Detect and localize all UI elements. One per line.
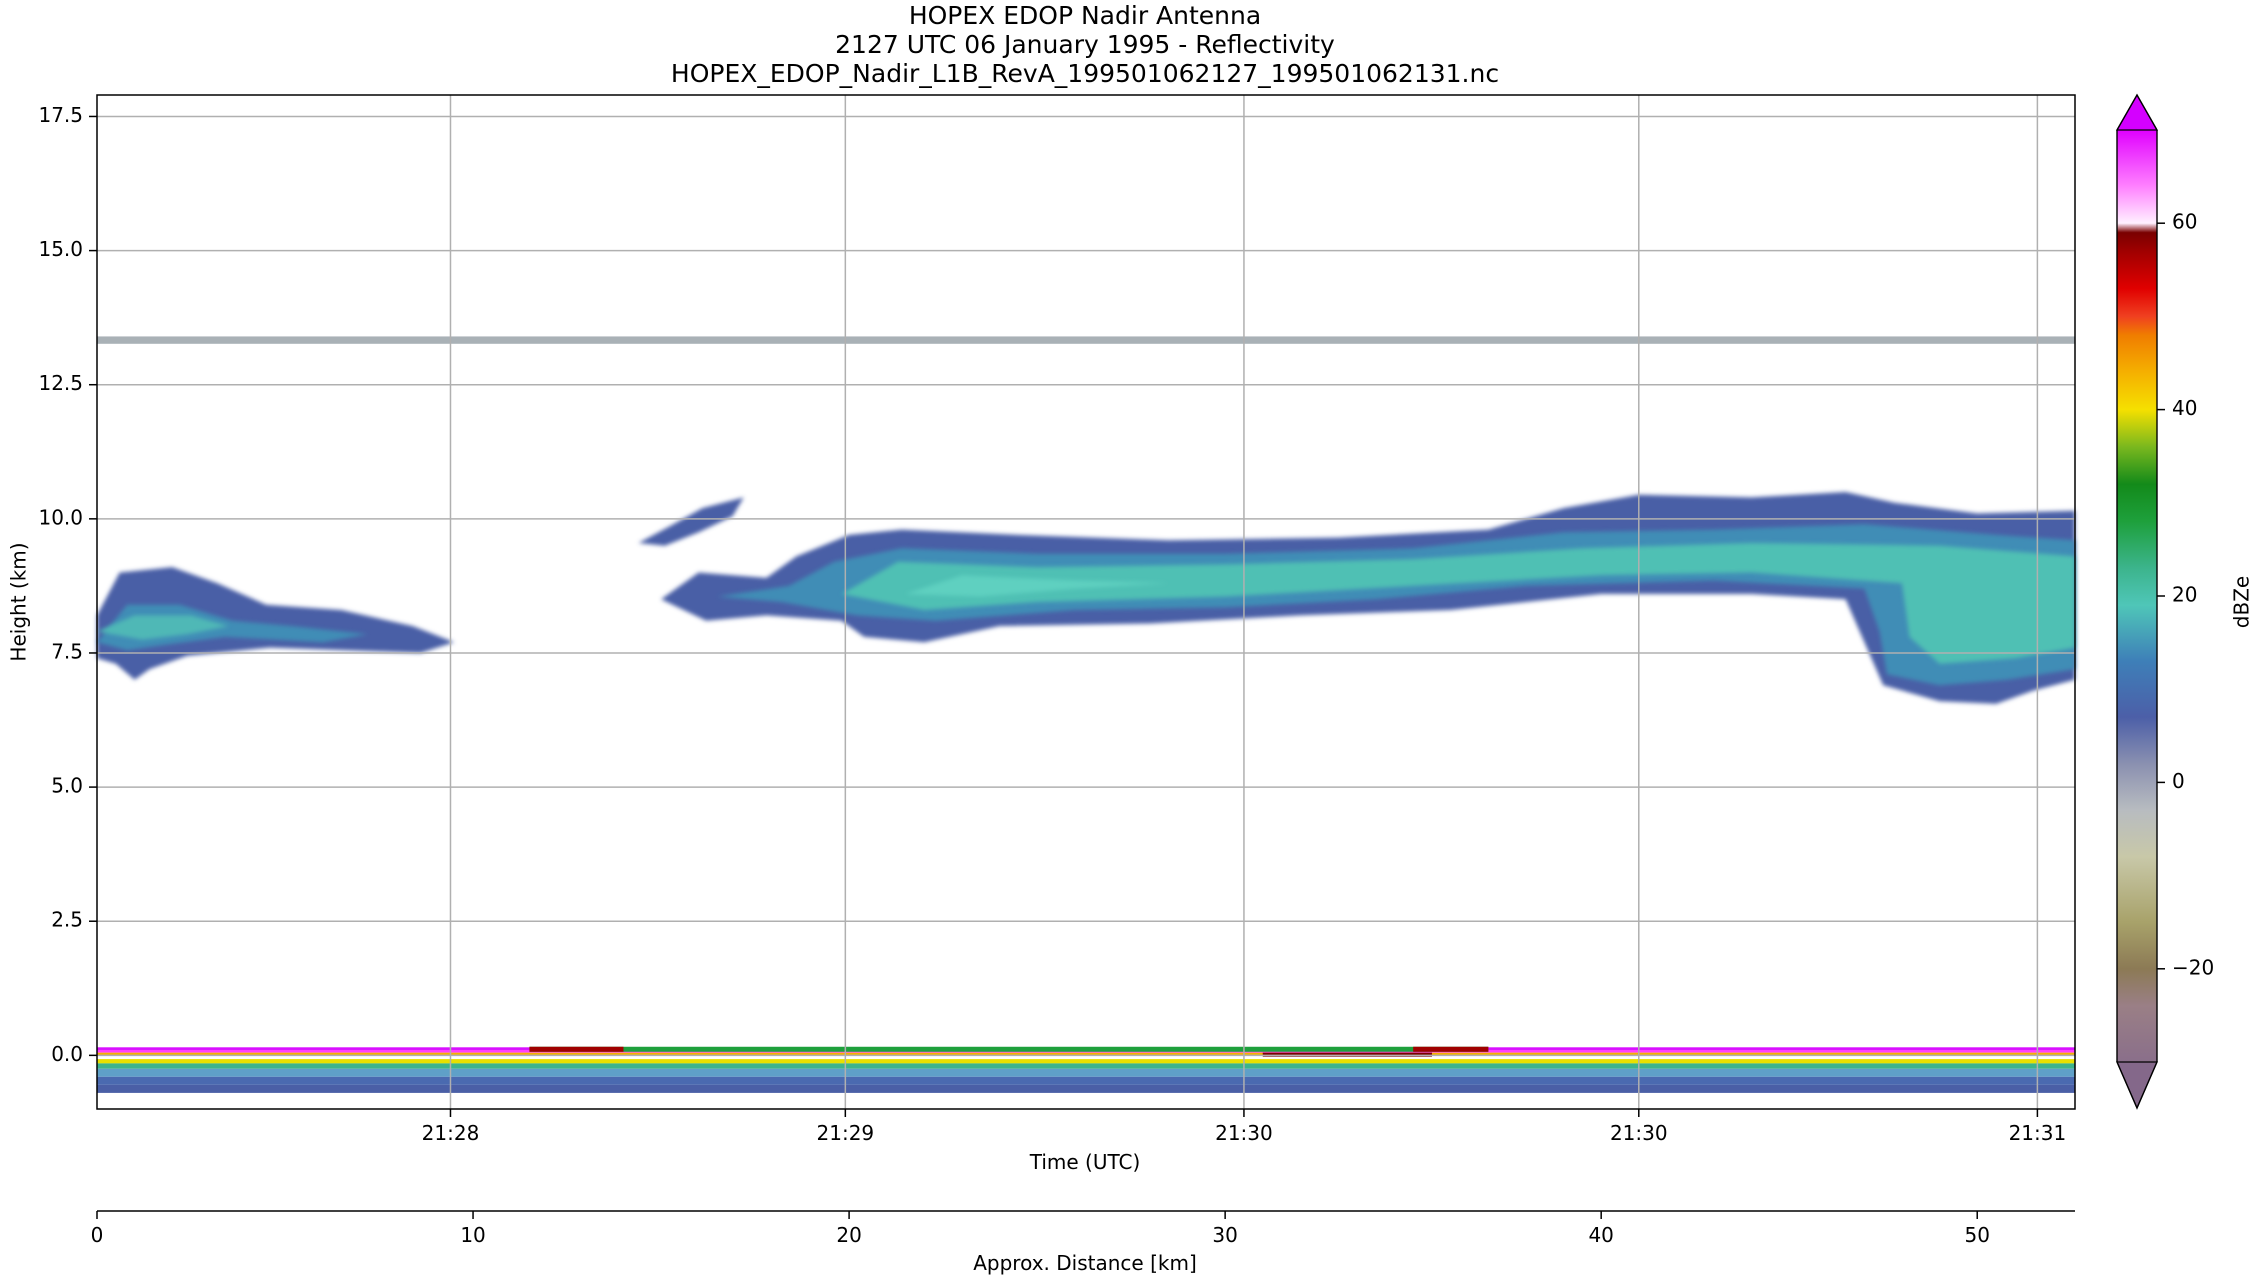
- cloud-main-peak: [905, 575, 1169, 597]
- distance-tick-label: 10: [460, 1223, 485, 1247]
- surface-echo-band-7: [97, 1076, 2075, 1085]
- y-tick-label: 2.5: [51, 908, 83, 932]
- echo-line-13km: [97, 336, 2075, 344]
- y-tick-label: 10.0: [38, 505, 83, 529]
- distance-axis-label: Approx. Distance [km]: [973, 1251, 1197, 1275]
- colorbar-min-extend: [2116, 1061, 2158, 1110]
- surface-echo-band-5: [97, 1063, 2075, 1069]
- y-axis: 0.0 2.5 5.0 7.5 10.0 12.5 15.0 17.5: [38, 103, 97, 1066]
- cloud-left-center: [97, 615, 229, 640]
- surface-echo-band-3: [97, 1055, 2075, 1060]
- y-tick-label: 17.5: [38, 103, 83, 127]
- time-tick-label: 21:30: [1610, 1121, 1668, 1145]
- surface-echo-red-left: [529, 1046, 624, 1052]
- distance-tick-label: 0: [91, 1223, 104, 1247]
- colorbar-outline: [2116, 93, 2158, 1110]
- grid-lines: [97, 95, 2075, 1109]
- surface-echo-band-6: [97, 1068, 2075, 1077]
- distance-axis: 0 10 20 30 40 50: [91, 1211, 1990, 1247]
- surface-echo-band-4: [97, 1059, 2075, 1064]
- colorbar-tick-label: −20: [2172, 955, 2214, 979]
- y-tick-label: 0.0: [51, 1042, 83, 1066]
- y-axis-label: Height (km): [7, 542, 31, 661]
- chart-title-line2: 2127 UTC 06 January 1995 - Reflectivity: [835, 30, 1335, 59]
- y-tick-label: 15.0: [38, 237, 83, 261]
- time-tick-label: 21:30: [1215, 1121, 1273, 1145]
- surface-echo-band-8: [97, 1084, 2075, 1093]
- colorbar-body: [2117, 130, 2157, 1062]
- surface-echo-red-right: [1413, 1046, 1489, 1052]
- chart-title-line3: HOPEX_EDOP_Nadir_L1B_RevA_199501062127_1…: [670, 59, 1500, 88]
- cloud-main-center: [841, 543, 2075, 664]
- time-axis-label: Time (UTC): [1029, 1150, 1141, 1174]
- y-tick-label: 5.0: [51, 774, 83, 798]
- distance-tick-label: 30: [1212, 1223, 1237, 1247]
- distance-tick-label: 20: [836, 1223, 861, 1247]
- colorbar: −20 0 20 40 60 dBZe: [2115, 93, 2250, 1110]
- time-tick-label: 21:31: [2009, 1121, 2067, 1145]
- colorbar-ticks: −20 0 20 40 60: [2157, 210, 2214, 979]
- colorbar-tick-label: 40: [2172, 396, 2197, 420]
- time-tick-label: 21:29: [817, 1121, 875, 1145]
- colorbar-max-extend: [2115, 93, 2159, 131]
- time-tick-label: 21:28: [422, 1121, 480, 1145]
- chart-title-line1: HOPEX EDOP Nadir Antenna: [908, 1, 1262, 30]
- cloud-left-outer: [97, 567, 455, 680]
- y-tick-label: 12.5: [38, 371, 83, 395]
- surface-echo-green-top: [529, 1046, 1489, 1052]
- colorbar-tick-label: 0: [2172, 769, 2185, 793]
- colorbar-tick-label: 20: [2172, 583, 2197, 607]
- surface-echo-band-2: [97, 1052, 2075, 1056]
- colorbar-label: dBZe: [2230, 576, 2250, 628]
- cloud-fragment: [638, 497, 744, 546]
- radar-plot-area: [97, 336, 2075, 1093]
- plot-frame: [96, 94, 2076, 1110]
- distance-tick-label: 50: [1965, 1223, 1990, 1247]
- distance-tick-label: 40: [1588, 1223, 1613, 1247]
- time-axis: 21:28 21:29 21:30 21:30 21:31: [422, 1109, 2067, 1145]
- colorbar-tick-label: 60: [2172, 210, 2197, 234]
- y-tick-label: 7.5: [51, 639, 83, 663]
